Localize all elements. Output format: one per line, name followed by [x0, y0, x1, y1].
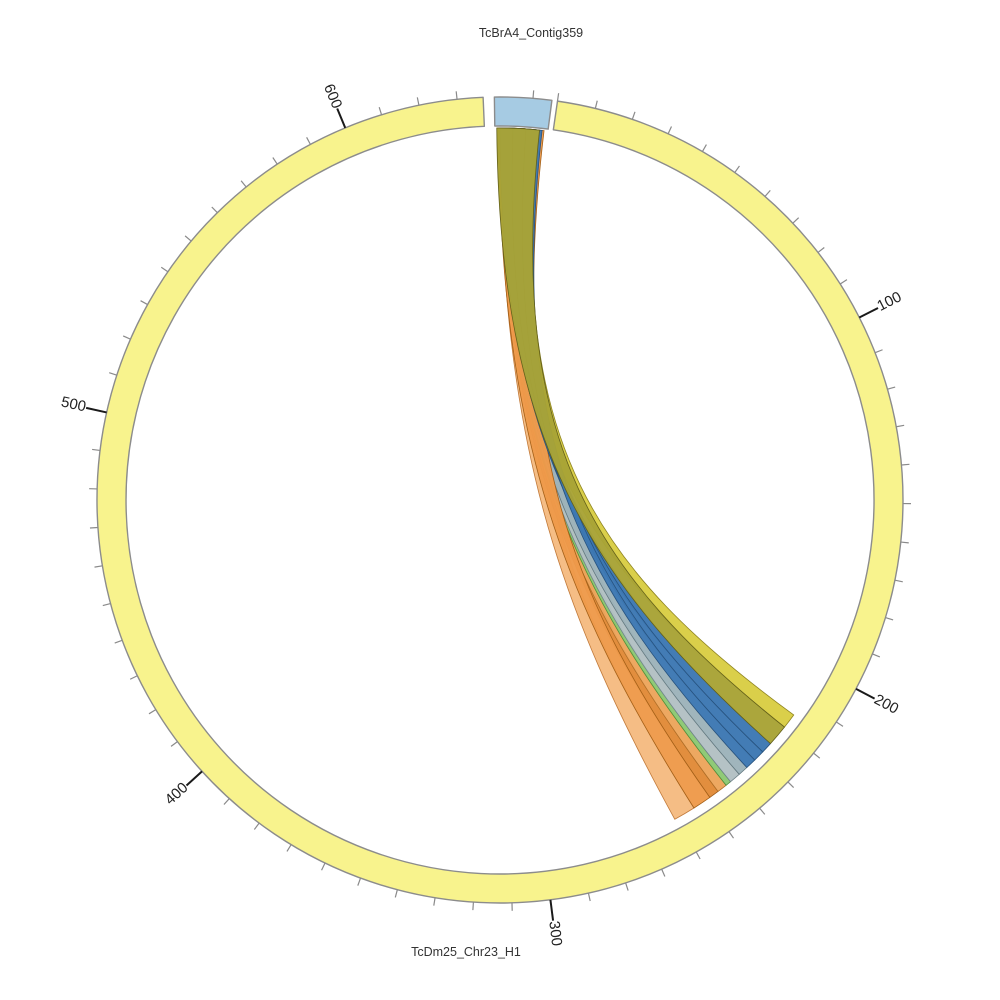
minor-tick [286, 844, 292, 852]
minor-tick [901, 463, 910, 466]
minor-tick [129, 675, 138, 680]
minor-tick [874, 349, 883, 354]
minor-tick [896, 424, 905, 428]
minor-tick [900, 541, 909, 544]
minor-tick [587, 893, 591, 902]
minor-tick [759, 807, 766, 815]
tick-label-500: 500 [59, 393, 87, 415]
minor-tick [455, 91, 458, 100]
ribbon-olive[interactable] [496, 127, 786, 745]
minor-tick [160, 266, 169, 273]
minor-tick [764, 189, 771, 197]
minor-tick [887, 386, 896, 390]
segment-TcDm25_Chr23_H1[interactable] [96, 96, 904, 904]
minor-tick [148, 709, 157, 715]
minor-tick [472, 902, 475, 911]
minor-tick [631, 111, 636, 120]
minor-tick [94, 565, 103, 568]
minor-tick [433, 897, 436, 906]
minor-tick [253, 822, 260, 830]
minor-tick [272, 157, 278, 165]
minor-tick [102, 602, 111, 607]
minor-tick [556, 93, 560, 102]
minor-tick [321, 862, 326, 871]
minor-tick [667, 126, 673, 135]
minor-tick [817, 247, 825, 253]
major-tick-400 [185, 770, 203, 787]
tick-label-100: 100 [874, 288, 904, 314]
minor-tick [109, 372, 117, 376]
minor-tick [211, 206, 218, 214]
minor-tick [885, 617, 894, 621]
minor-tick [594, 100, 598, 109]
segment-label-TcBrA4_Contig359: TcBrA4_Contig359 [479, 26, 583, 40]
tick-label-300: 300 [545, 920, 565, 947]
minor-tick [728, 831, 735, 839]
minor-tick [170, 741, 178, 747]
minor-tick [787, 781, 795, 788]
minor-tick [894, 579, 903, 583]
minor-tick [695, 851, 701, 860]
minor-tick [140, 300, 148, 306]
minor-tick [357, 877, 362, 886]
minor-tick [89, 526, 98, 529]
minor-tick [92, 448, 101, 452]
minor-tick [240, 180, 247, 188]
tick-label-200: 200 [871, 691, 901, 718]
minor-tick [306, 137, 311, 145]
minor-tick [836, 721, 844, 727]
minor-tick [122, 335, 131, 340]
minor-tick [839, 279, 848, 285]
tick-label-400: 400 [162, 779, 192, 808]
minor-tick [792, 217, 800, 224]
minor-tick [661, 868, 666, 877]
minor-tick [416, 97, 420, 106]
minor-tick [734, 165, 740, 173]
segment-TcBrA4_Contig359[interactable] [493, 96, 553, 130]
minor-tick [701, 144, 707, 152]
tick-label-600: 600 [320, 81, 345, 111]
minor-tick [114, 639, 123, 644]
minor-tick [872, 653, 881, 658]
minor-tick [625, 882, 629, 891]
segment-label-TcDm25_Chr23_H1: TcDm25_Chr23_H1 [411, 945, 521, 959]
major-tick-300 [549, 899, 555, 921]
major-tick-600 [336, 108, 347, 129]
minor-tick [184, 235, 192, 242]
major-tick-100 [858, 307, 879, 319]
minor-tick [223, 798, 230, 805]
minor-tick [378, 106, 383, 115]
minor-tick [813, 752, 821, 759]
minor-tick [394, 889, 398, 898]
major-tick-500 [85, 406, 107, 414]
major-tick-200 [855, 687, 876, 700]
contig-minor-tick [532, 90, 535, 99]
